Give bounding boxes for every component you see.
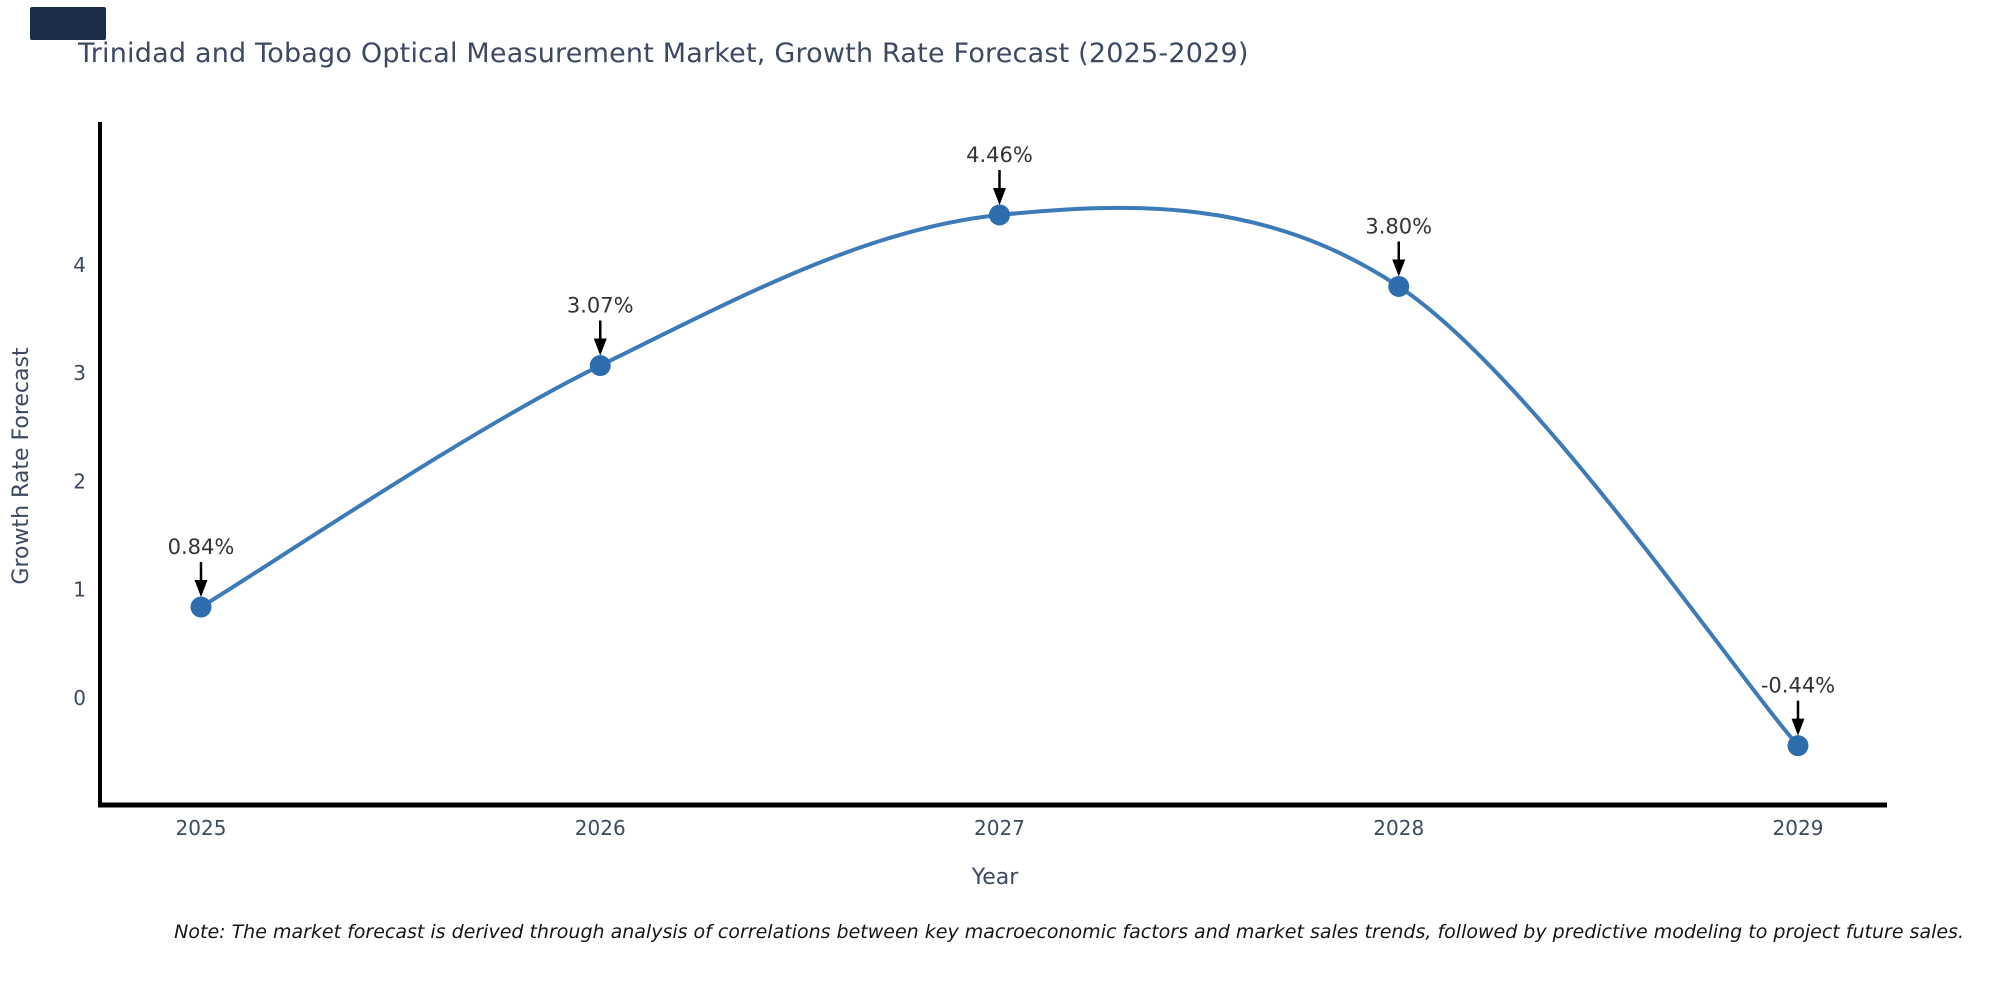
x-tick-label: 2025 (176, 816, 227, 840)
data-point-label: 0.84% (168, 535, 235, 559)
chart-footnote: Note: The market forecast is derived thr… (174, 921, 1964, 943)
annotation-arrow-head (1791, 718, 1805, 736)
brand-logo-block (30, 7, 106, 40)
y-tick-label: 4 (73, 253, 86, 277)
data-point-label: 4.46% (966, 143, 1033, 167)
annotation-arrow-head (593, 338, 607, 356)
data-point-label: 3.07% (567, 294, 634, 318)
data-point-marker (989, 204, 1010, 226)
y-tick-label: 3 (73, 361, 86, 385)
x-tick-label: 2026 (575, 816, 626, 840)
annotation-arrow-head (194, 580, 208, 598)
x-tick-label: 2029 (1773, 816, 1824, 840)
x-axis-title: Year (971, 865, 1020, 890)
data-point-marker (190, 596, 212, 618)
data-point-label: -0.44% (1761, 674, 1835, 698)
data-point-marker (1787, 735, 1809, 757)
y-axis-title: Growth Rate Forecast (9, 347, 34, 585)
forecast-line (199, 205, 1800, 748)
y-tick-label: 2 (73, 469, 86, 493)
x-tick-label: 2028 (1373, 816, 1424, 840)
y-tick-label: 1 (73, 578, 86, 602)
data-point-label: 3.80% (1365, 214, 1432, 238)
chart-title: Trinidad and Tobago Optical Measurement … (78, 38, 1249, 69)
x-tick-label: 2027 (974, 816, 1025, 840)
data-point-marker (589, 355, 611, 377)
data-point-marker (1388, 275, 1410, 297)
annotation-arrow-head (1392, 259, 1406, 277)
y-tick-label: 0 (73, 686, 86, 710)
annotation-arrow-head (993, 187, 1006, 205)
